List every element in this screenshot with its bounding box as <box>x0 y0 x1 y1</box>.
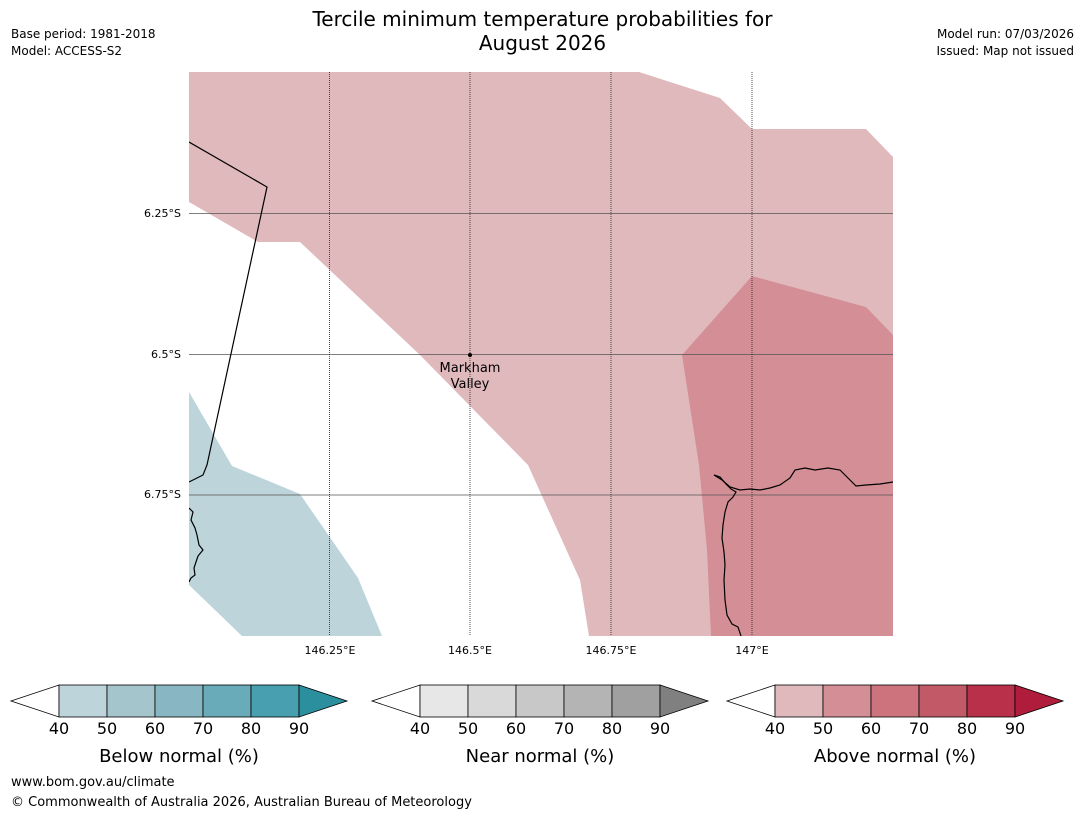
below-normal-segment <box>202 684 252 718</box>
meta-left: Base period: 1981-2018 Model: ACCESS-S2 <box>11 26 156 60</box>
near-normal-high-arrow <box>659 684 710 718</box>
base-period: Base period: 1981-2018 <box>11 27 156 41</box>
above-normal-segment <box>870 684 920 718</box>
model-run: Model run: 07/03/2026 <box>936 27 1074 41</box>
below-normal-tick-label: 40 <box>49 719 69 738</box>
lon-label: 146.5°E <box>448 644 492 657</box>
above-normal-tick-label: 70 <box>909 719 929 738</box>
below-normal-segment <box>106 684 156 718</box>
near-normal-segment <box>611 684 661 718</box>
below-normal-low-arrow <box>9 684 60 718</box>
above-normal-segment <box>822 684 872 718</box>
near-normal-tick-label: 40 <box>410 719 430 738</box>
lat-label: 6.75°S <box>144 488 181 501</box>
near-normal-segment <box>419 684 469 718</box>
province-border <box>189 141 268 483</box>
lon-label: 146.75°E <box>586 644 637 657</box>
issued-status: Issued: Map not issued <box>936 44 1074 58</box>
below-normal-tick-label: 50 <box>97 719 117 738</box>
near-normal-segment <box>467 684 517 718</box>
map-area: Markham Valley <box>189 72 893 636</box>
markham-valley-marker <box>468 353 472 357</box>
colorbars: 40 50 60 70 80 90 Below normal (%) 40 50 60 70 80 90… <box>9 684 1065 767</box>
above-normal-colorbar: 40 50 60 70 80 90 Above normal (%) <box>725 684 1065 767</box>
longitude-labels: 146.25°E 146.5°E 146.75°E 147°E <box>305 644 769 657</box>
longitude-gridlines <box>329 72 753 636</box>
near-normal-colorbar-label: Near normal (%) <box>466 746 615 767</box>
near-normal-tick-label: 60 <box>506 719 526 738</box>
coastline-east <box>713 474 742 636</box>
near-normal-tick-label: 90 <box>650 719 670 738</box>
map-title-line2: August 2026 <box>478 31 607 55</box>
above-normal-tick-label: 40 <box>765 719 785 738</box>
below-normal-tick-label: 80 <box>241 719 261 738</box>
near-normal-tick-label: 70 <box>554 719 574 738</box>
latitude-gridlines <box>189 213 893 496</box>
lat-label: 6.25°S <box>144 207 181 220</box>
coastline-north <box>713 467 893 491</box>
near-normal-tick-label: 80 <box>602 719 622 738</box>
above-normal-tick-label: 60 <box>861 719 881 738</box>
footer-copyright: © Commonwealth of Australia 2026, Austra… <box>11 795 472 810</box>
below-normal-tick-label: 90 <box>289 719 309 738</box>
near-normal-colorbar: 40 50 60 70 80 90 Near normal (%) <box>370 684 710 767</box>
near-normal-segment <box>563 684 613 718</box>
below-normal-colorbar-label: Below normal (%) <box>99 746 259 767</box>
lon-label: 147°E <box>735 644 768 657</box>
above-normal-high-arrow <box>1014 684 1065 718</box>
meta-right: Model run: 07/03/2026 Issued: Map not is… <box>936 26 1074 60</box>
above-normal-tick-label: 50 <box>813 719 833 738</box>
below-normal-segment <box>250 684 300 718</box>
above-normal-50-60-region <box>682 276 893 636</box>
below-normal-segment <box>154 684 204 718</box>
near-normal-segment <box>515 684 565 718</box>
above-normal-colorbar-label: Above normal (%) <box>814 746 976 767</box>
coastline-west <box>189 507 204 583</box>
below-normal-colorbar: 40 50 60 70 80 90 Below normal (%) <box>9 684 349 767</box>
below-normal-high-arrow <box>298 684 349 718</box>
lon-label: 146.25°E <box>305 644 356 657</box>
below-normal-40-50-region <box>189 392 382 636</box>
above-normal-tick-label: 90 <box>1005 719 1025 738</box>
above-normal-segment <box>918 684 968 718</box>
below-normal-segment <box>58 684 108 718</box>
map-title-line1: Tercile minimum temperature probabilitie… <box>312 7 773 31</box>
above-normal-segment <box>774 684 824 718</box>
place-label-line2: Valley <box>451 377 490 392</box>
model-name: Model: ACCESS-S2 <box>11 44 123 58</box>
footer-url[interactable]: www.bom.gov.au/climate <box>11 775 175 790</box>
lat-label: 6.5°S <box>151 348 181 361</box>
near-normal-tick-label: 50 <box>458 719 478 738</box>
above-normal-tick-label: 80 <box>957 719 977 738</box>
near-normal-low-arrow <box>370 684 421 718</box>
above-normal-segment <box>966 684 1016 718</box>
below-normal-tick-label: 60 <box>145 719 165 738</box>
latitude-labels: 6.25°S 6.5°S 6.75°S <box>144 207 181 501</box>
place-label-line1: Markham <box>440 361 501 376</box>
below-normal-tick-label: 70 <box>193 719 213 738</box>
map-title: Tercile minimum temperature probabilitie… <box>0 7 1085 55</box>
above-normal-low-arrow <box>725 684 776 718</box>
